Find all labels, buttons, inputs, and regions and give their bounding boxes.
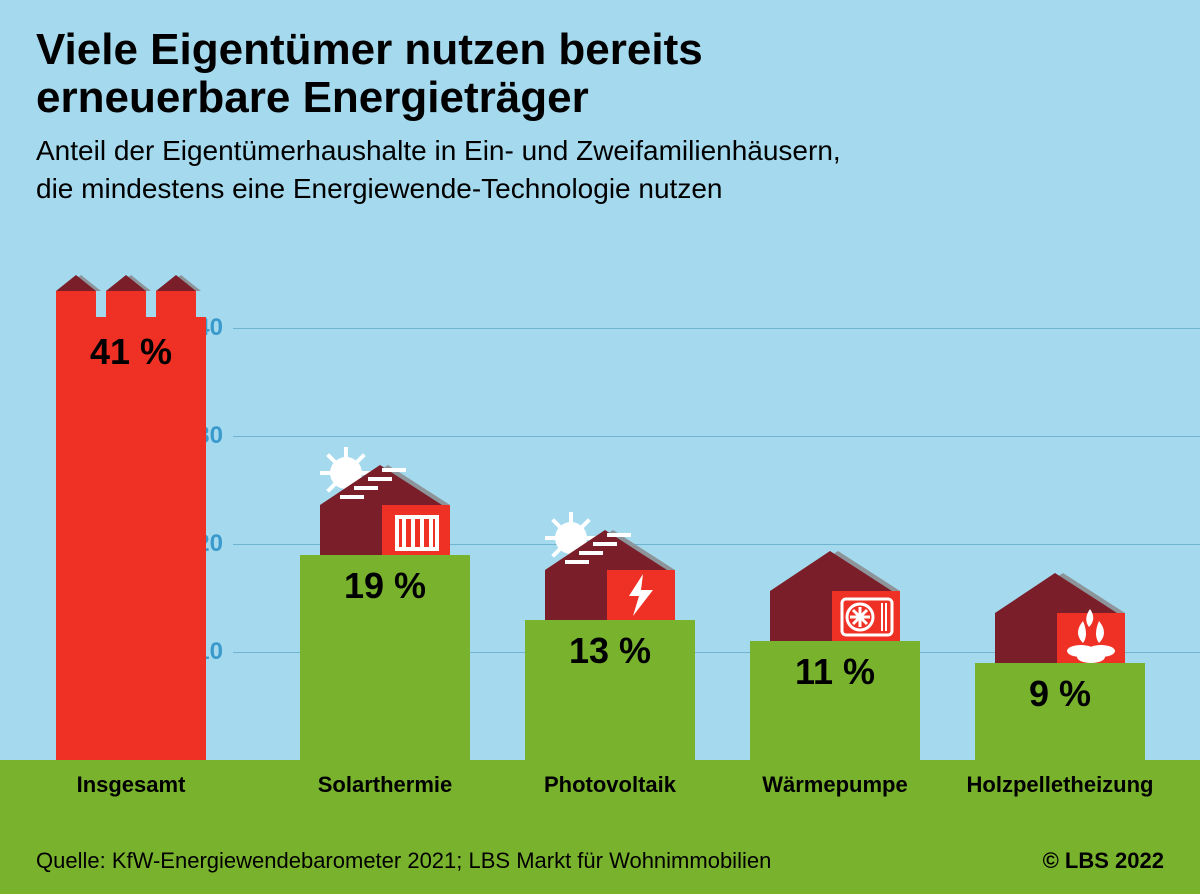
houses-icon <box>56 269 206 324</box>
waermepumpe-icon <box>750 543 920 648</box>
bar-insgesamt <box>56 317 206 760</box>
category-label-insgesamt: Insgesamt <box>31 772 231 798</box>
category-label-solarthermie: Solarthermie <box>275 772 495 798</box>
bar-value-waermepumpe: 11 % <box>750 651 920 693</box>
gridline <box>233 436 1200 437</box>
gridline <box>233 328 1200 329</box>
copyright-text: © LBS 2022 <box>1043 848 1164 874</box>
bar-value-holzpellet: 9 % <box>975 673 1145 715</box>
photovoltaik-icon <box>525 512 695 627</box>
chart-subtitle: Anteil der Eigentümerhaushalte in Ein- u… <box>36 132 841 208</box>
solarthermie-icon <box>300 447 470 562</box>
source-text: Quelle: KfW-Energiewendebarometer 2021; … <box>36 848 771 874</box>
category-label-waermepumpe: Wärmepumpe <box>725 772 945 798</box>
category-label-holzpellet: Holzpelletheizung <box>950 772 1170 798</box>
category-label-photovoltaik: Photovoltaik <box>500 772 720 798</box>
bar-value-insgesamt: 41 % <box>56 331 206 373</box>
bar-value-photovoltaik: 13 % <box>525 630 695 672</box>
holzpellet-icon <box>975 565 1145 670</box>
bar-value-solarthermie: 19 % <box>300 565 470 607</box>
infographic-canvas: Viele Eigentümer nutzen bereitserneuerba… <box>0 0 1200 894</box>
chart-title: Viele Eigentümer nutzen bereitserneuerba… <box>36 26 703 123</box>
